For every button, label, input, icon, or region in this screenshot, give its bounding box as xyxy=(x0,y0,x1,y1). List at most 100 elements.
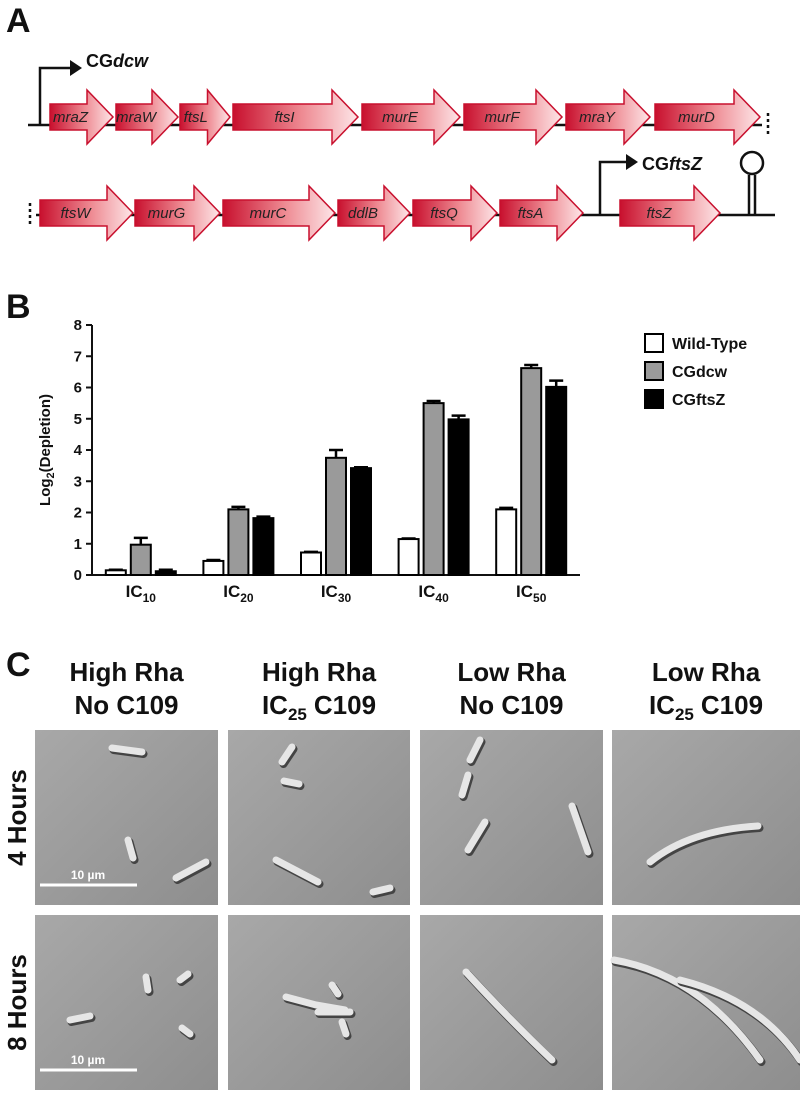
bar xyxy=(495,508,518,576)
error-bar xyxy=(108,568,123,571)
cell xyxy=(328,981,342,998)
error-bar xyxy=(451,414,466,420)
error-bar xyxy=(426,399,441,404)
y-tick-label: 1 xyxy=(74,536,82,553)
promoter-arrow xyxy=(70,60,82,76)
error-bar xyxy=(256,515,271,519)
y-label-base: Log xyxy=(37,478,54,506)
cell xyxy=(272,856,322,886)
category-sub: 50 xyxy=(533,591,547,605)
gene-label: ftsZ xyxy=(647,205,673,222)
header-rest: C109 xyxy=(314,690,376,720)
gene-arrow xyxy=(412,184,499,242)
legend-swatch xyxy=(644,389,664,409)
error-bar xyxy=(401,537,416,540)
gene-label: ftsQ xyxy=(430,205,458,222)
header-rest: C109 xyxy=(701,690,763,720)
column-header: No C109 xyxy=(74,690,178,720)
x-tick-label: IC30 xyxy=(321,582,352,605)
cell xyxy=(464,818,489,854)
gene-arrow xyxy=(232,88,360,146)
panel-label: B xyxy=(6,288,31,326)
y-axis-label: Log2(Depletion) xyxy=(37,394,57,506)
cell xyxy=(338,1018,350,1038)
error-bar xyxy=(329,448,343,458)
gene-arrow xyxy=(463,88,564,146)
gene-arrow xyxy=(49,88,115,146)
header-base: IC xyxy=(649,690,675,720)
gene-arrow xyxy=(337,184,412,242)
gene-label: ftsL xyxy=(184,109,208,126)
error-bar xyxy=(133,536,148,545)
bar xyxy=(129,543,152,576)
bar xyxy=(397,538,420,576)
promoter-prefix: CG xyxy=(86,51,113,71)
legend-label: CGdcw xyxy=(672,364,728,381)
cell xyxy=(124,836,137,862)
y-label-sub: 2 xyxy=(45,472,57,478)
promoter-prefix: CG xyxy=(642,154,669,174)
gene-label: ftsI xyxy=(274,109,294,126)
scale-label: 10 µm xyxy=(71,1053,105,1067)
error-bar xyxy=(524,363,539,369)
category-sub: 30 xyxy=(338,591,352,605)
bar xyxy=(350,467,372,576)
cell xyxy=(282,993,349,1014)
micrograph xyxy=(35,730,218,905)
row-label: 4 Hours xyxy=(2,769,32,866)
category-sub: 40 xyxy=(435,591,449,605)
column-header: IC25 C109 xyxy=(649,690,763,724)
cell xyxy=(462,968,556,1064)
promoter-label: CGdcw xyxy=(86,51,149,71)
gene-arrow xyxy=(134,184,222,242)
bar xyxy=(154,570,177,576)
header-base: IC xyxy=(262,690,288,720)
cell xyxy=(466,736,484,764)
legend-label: CGftsZ xyxy=(672,392,726,409)
legend-swatch xyxy=(644,361,664,381)
gene-arrow xyxy=(39,184,135,242)
legend-swatch xyxy=(644,333,664,353)
gene-arrow xyxy=(619,184,722,242)
gene-label: murF xyxy=(485,109,521,126)
y-tick-label: 7 xyxy=(74,348,82,365)
bar xyxy=(325,456,347,576)
panel-label: C xyxy=(6,646,31,684)
y-tick-label: 3 xyxy=(74,473,82,490)
bar xyxy=(545,385,568,576)
error-bar xyxy=(231,505,246,510)
bar xyxy=(227,508,250,576)
gene-arrow xyxy=(654,88,762,146)
error-bar xyxy=(158,568,173,572)
y-tick-label: 6 xyxy=(74,380,82,397)
column-header: Low Rha xyxy=(652,657,761,687)
error-bar xyxy=(549,379,564,387)
category-base: IC xyxy=(516,582,533,601)
column-header: IC25 C109 xyxy=(262,690,376,724)
cell xyxy=(172,858,210,882)
error-bar xyxy=(499,506,514,510)
cell xyxy=(142,973,152,994)
gene-label: murD xyxy=(678,109,715,126)
bar xyxy=(104,569,127,576)
cell xyxy=(178,1024,194,1038)
column-header: High Rha xyxy=(262,657,377,687)
bar xyxy=(520,367,543,576)
x-tick-label: IC50 xyxy=(516,582,547,605)
micrograph xyxy=(420,915,603,1090)
gene-arrow xyxy=(115,88,180,146)
cell xyxy=(66,1012,94,1024)
y-label-rest: (Depletion) xyxy=(37,394,54,472)
cell xyxy=(108,744,146,756)
gene-label: mraW xyxy=(116,109,158,126)
cell xyxy=(458,771,472,799)
panel-label: A xyxy=(6,2,31,40)
category-base: IC xyxy=(223,582,240,601)
bar xyxy=(447,418,470,576)
promoter-gene: dcw xyxy=(113,51,149,71)
gene-label: murE xyxy=(382,109,419,126)
bar xyxy=(252,517,275,576)
